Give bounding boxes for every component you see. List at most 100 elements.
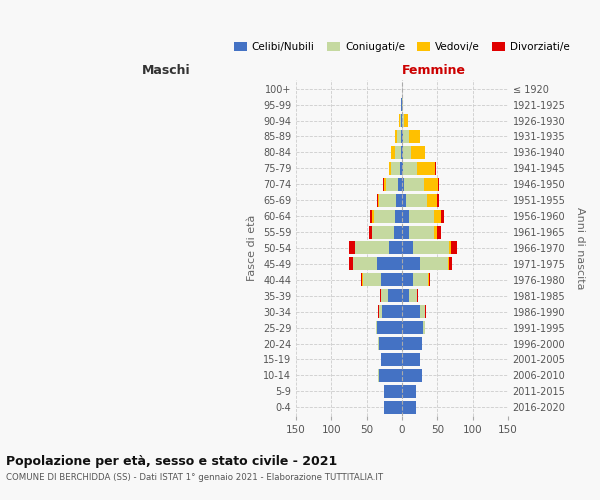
Bar bbox=[402, 258, 419, 270]
Bar bbox=[449, 258, 452, 270]
Bar bbox=[409, 210, 434, 222]
Bar bbox=[401, 130, 402, 143]
Bar bbox=[379, 369, 402, 382]
Bar bbox=[355, 242, 389, 254]
Bar bbox=[400, 114, 401, 127]
Text: Femmine: Femmine bbox=[402, 64, 466, 76]
Text: Maschi: Maschi bbox=[142, 64, 190, 76]
Bar bbox=[402, 226, 409, 238]
Bar bbox=[437, 194, 439, 206]
Bar bbox=[399, 114, 400, 127]
Bar bbox=[376, 321, 377, 334]
Bar bbox=[389, 162, 391, 175]
Bar bbox=[370, 210, 373, 222]
Bar bbox=[402, 130, 403, 143]
Bar bbox=[424, 178, 438, 191]
Bar bbox=[349, 242, 355, 254]
Bar bbox=[389, 242, 402, 254]
Bar bbox=[349, 258, 353, 270]
Bar bbox=[373, 226, 394, 238]
Bar bbox=[441, 210, 445, 222]
Bar bbox=[419, 258, 448, 270]
Bar bbox=[385, 400, 402, 413]
Bar bbox=[413, 274, 428, 286]
Bar bbox=[379, 337, 402, 350]
Bar bbox=[380, 289, 381, 302]
Bar bbox=[395, 130, 397, 143]
Bar bbox=[411, 146, 425, 159]
Bar bbox=[402, 242, 413, 254]
Bar bbox=[369, 226, 371, 238]
Bar bbox=[394, 226, 402, 238]
Bar bbox=[406, 194, 427, 206]
Bar bbox=[378, 305, 379, 318]
Bar bbox=[451, 242, 457, 254]
Y-axis label: Anni di nascita: Anni di nascita bbox=[575, 206, 585, 289]
Bar bbox=[438, 178, 439, 191]
Bar bbox=[402, 210, 409, 222]
Bar bbox=[409, 130, 419, 143]
Bar bbox=[434, 226, 437, 238]
Bar bbox=[403, 162, 418, 175]
Bar bbox=[378, 369, 379, 382]
Bar bbox=[379, 305, 382, 318]
Legend: Celibi/Nubili, Coniugati/e, Vedovi/e, Divorziati/e: Celibi/Nubili, Coniugati/e, Vedovi/e, Di… bbox=[230, 38, 574, 56]
Bar bbox=[401, 114, 402, 127]
Text: COMUNE DI BERCHIDDA (SS) - Dati ISTAT 1° gennaio 2021 - Elaborazione TUTTITALIA.: COMUNE DI BERCHIDDA (SS) - Dati ISTAT 1°… bbox=[6, 472, 383, 482]
Bar bbox=[402, 400, 416, 413]
Bar bbox=[374, 210, 395, 222]
Y-axis label: Fasce di età: Fasce di età bbox=[247, 215, 257, 281]
Bar bbox=[402, 369, 422, 382]
Bar bbox=[428, 274, 429, 286]
Bar bbox=[361, 274, 362, 286]
Bar bbox=[381, 289, 388, 302]
Bar bbox=[377, 321, 402, 334]
Bar bbox=[386, 178, 398, 191]
Bar bbox=[435, 162, 436, 175]
Bar bbox=[395, 210, 402, 222]
Bar bbox=[434, 210, 441, 222]
Bar bbox=[353, 258, 377, 270]
Bar bbox=[371, 226, 373, 238]
Bar bbox=[449, 242, 451, 254]
Bar bbox=[404, 114, 407, 127]
Bar bbox=[429, 274, 430, 286]
Bar bbox=[381, 274, 402, 286]
Bar bbox=[404, 178, 424, 191]
Bar bbox=[401, 98, 402, 111]
Bar bbox=[448, 258, 449, 270]
Bar bbox=[385, 178, 386, 191]
Bar bbox=[378, 337, 379, 350]
Bar bbox=[377, 258, 402, 270]
Bar bbox=[391, 146, 395, 159]
Bar bbox=[362, 274, 363, 286]
Bar bbox=[397, 194, 402, 206]
Bar bbox=[425, 305, 426, 318]
Bar bbox=[413, 242, 449, 254]
Bar bbox=[403, 146, 411, 159]
Bar bbox=[391, 162, 400, 175]
Bar bbox=[402, 114, 404, 127]
Bar bbox=[418, 162, 435, 175]
Bar bbox=[373, 210, 374, 222]
Bar bbox=[400, 162, 402, 175]
Bar bbox=[402, 274, 413, 286]
Bar bbox=[402, 98, 403, 111]
Bar bbox=[402, 337, 422, 350]
Bar bbox=[388, 289, 402, 302]
Bar bbox=[437, 226, 441, 238]
Bar bbox=[378, 194, 379, 206]
Bar bbox=[427, 194, 437, 206]
Bar bbox=[402, 194, 406, 206]
Bar bbox=[402, 289, 409, 302]
Bar bbox=[402, 385, 416, 398]
Bar bbox=[402, 146, 403, 159]
Bar bbox=[382, 305, 402, 318]
Bar bbox=[423, 321, 425, 334]
Bar bbox=[381, 353, 402, 366]
Bar bbox=[401, 146, 402, 159]
Bar bbox=[409, 226, 434, 238]
Bar bbox=[397, 130, 401, 143]
Bar bbox=[385, 385, 402, 398]
Bar bbox=[363, 274, 381, 286]
